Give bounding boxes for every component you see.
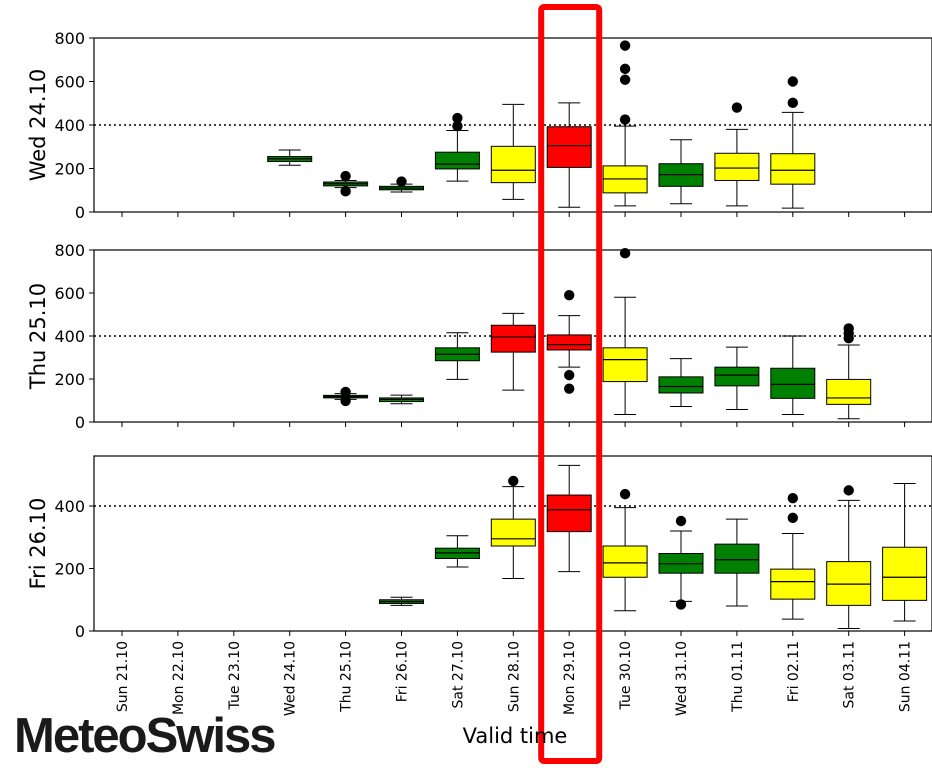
box-Sun 04.11 bbox=[882, 546, 928, 601]
box-Thu 01.11 bbox=[714, 152, 760, 181]
outlier-point bbox=[564, 289, 575, 301]
x-axis-label: Valid time bbox=[462, 724, 568, 748]
box-Fri 02.11 bbox=[770, 367, 816, 399]
outlier-point bbox=[843, 323, 854, 334]
y-tick-label: 400 bbox=[54, 116, 85, 135]
outlier-point bbox=[675, 515, 687, 527]
x-tick-label: Mon 29.10 bbox=[562, 641, 578, 715]
y-tick-label: 0 bbox=[75, 622, 85, 641]
outlier-point bbox=[340, 170, 351, 182]
box-Sat 27.10 bbox=[434, 151, 480, 170]
box-Mon 29.10 bbox=[546, 334, 592, 351]
box-Thu 01.11 bbox=[714, 366, 760, 387]
x-tick-label: Sat 03.11 bbox=[842, 641, 858, 708]
x-tick-label: Mon 22.10 bbox=[171, 641, 187, 715]
box-Sun 28.10 bbox=[490, 518, 536, 547]
box-Wed 31.10 bbox=[658, 376, 704, 394]
box-Mon 29.10 bbox=[546, 126, 592, 168]
x-tick-label: Tue 23.10 bbox=[227, 641, 243, 710]
outlier-point bbox=[843, 485, 854, 496]
x-tick-label: Wed 24.10 bbox=[283, 641, 299, 716]
y-tick-label: 200 bbox=[54, 370, 85, 389]
y-tick-label: 0 bbox=[75, 413, 85, 432]
x-tick-label: Fri 02.11 bbox=[786, 641, 802, 702]
box-Fri 02.11 bbox=[770, 568, 816, 600]
x-tick-label: Sun 28.10 bbox=[506, 641, 522, 712]
y-tick-label: 400 bbox=[54, 497, 85, 516]
outlier-point bbox=[619, 63, 631, 75]
outlier-point bbox=[787, 492, 798, 504]
y-tick-label: 800 bbox=[54, 29, 85, 48]
y-tick-label: 200 bbox=[54, 160, 85, 179]
highlight-box bbox=[538, 4, 603, 764]
outlier-point bbox=[340, 386, 351, 398]
box-Sat 03.11 bbox=[826, 378, 872, 405]
box-Tue 30.10 bbox=[602, 545, 648, 578]
y-tick-label: 400 bbox=[54, 327, 85, 346]
y-tick-label: 800 bbox=[54, 241, 85, 260]
box-Mon 29.10 bbox=[546, 494, 592, 533]
outlier-point bbox=[675, 599, 687, 610]
panel-label: Fri 26.10 bbox=[26, 498, 50, 590]
box-Fri 02.11 bbox=[770, 153, 816, 185]
meteoswiss-logo: MeteoSwiss bbox=[14, 709, 276, 763]
outlier-point bbox=[452, 112, 463, 124]
outlier-point bbox=[452, 120, 463, 132]
outlier-point bbox=[340, 395, 351, 407]
x-tick-label: Sat 27.10 bbox=[450, 641, 466, 708]
outlier-point bbox=[564, 369, 575, 381]
box-Sun 28.10 bbox=[490, 145, 536, 184]
outlier-point bbox=[396, 176, 407, 187]
box-Sun 28.10 bbox=[490, 324, 536, 353]
box-Sat 03.11 bbox=[826, 561, 872, 606]
outlier-point bbox=[619, 40, 631, 51]
outlier-point bbox=[564, 383, 575, 394]
outlier-point bbox=[619, 488, 631, 500]
box-Thu 01.11 bbox=[714, 543, 760, 574]
outlier-point bbox=[619, 248, 631, 259]
outlier-point bbox=[619, 74, 631, 85]
panel-label: Wed 24.10 bbox=[26, 69, 50, 182]
outlier-point bbox=[619, 114, 631, 125]
outlier-point bbox=[787, 76, 798, 87]
box-Tue 30.10 bbox=[602, 347, 648, 383]
x-tick-label: Fri 26.10 bbox=[395, 641, 411, 702]
x-tick-label: Wed 31.10 bbox=[674, 641, 690, 716]
x-tick-label: Sun 04.11 bbox=[898, 641, 914, 712]
outlier-point bbox=[508, 475, 519, 487]
x-tick-label: Tue 30.10 bbox=[618, 641, 634, 710]
x-tick-label: Thu 25.10 bbox=[339, 641, 355, 713]
outlier-point bbox=[340, 186, 351, 197]
x-tick-label: Sun 21.10 bbox=[115, 641, 131, 712]
y-tick-label: 0 bbox=[75, 203, 85, 222]
panel-label: Thu 25.10 bbox=[26, 283, 50, 390]
y-tick-label: 600 bbox=[54, 73, 85, 92]
y-tick-label: 200 bbox=[54, 560, 85, 579]
y-tick-label: 600 bbox=[54, 284, 85, 303]
outlier-point bbox=[787, 97, 798, 109]
outlier-point bbox=[787, 512, 798, 524]
outlier-point bbox=[731, 102, 743, 113]
x-tick-label: Thu 01.11 bbox=[730, 641, 746, 713]
